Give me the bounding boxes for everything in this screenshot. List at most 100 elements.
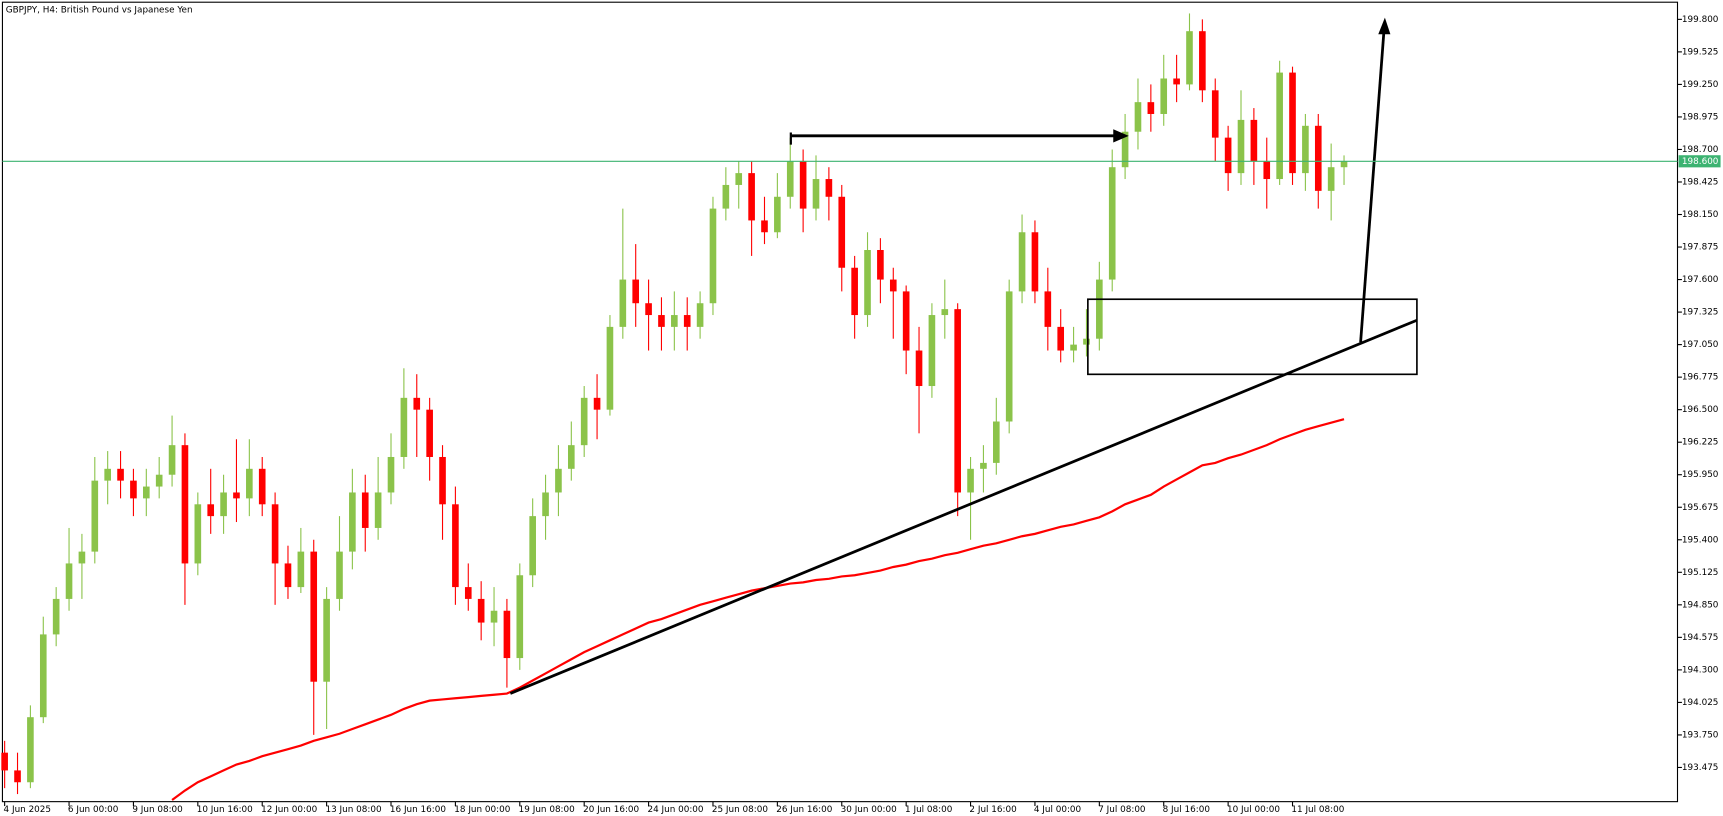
candle-body bbox=[928, 315, 936, 387]
x-tick-label: 18 Jun 00:00 bbox=[454, 805, 510, 815]
candle-body bbox=[902, 291, 910, 351]
y-tick-label: 199.525 bbox=[1682, 47, 1719, 57]
candle-body bbox=[413, 397, 421, 410]
x-tick-label: 12 Jun 00:00 bbox=[261, 805, 317, 815]
candle-body bbox=[812, 179, 820, 209]
x-tick-label: 13 Jun 08:00 bbox=[326, 805, 382, 815]
candle-body bbox=[439, 456, 446, 505]
candle-body bbox=[1199, 31, 1206, 91]
candle-body bbox=[774, 196, 781, 233]
y-tick-label: 194.575 bbox=[1682, 633, 1719, 643]
y-tick-label: 199.250 bbox=[1682, 80, 1719, 90]
candle-body bbox=[555, 468, 562, 493]
candle-body bbox=[696, 303, 704, 327]
candle-body bbox=[233, 492, 240, 499]
x-tick-label: 1 Jul 08:00 bbox=[905, 805, 953, 815]
candle-body bbox=[155, 474, 163, 487]
candle-body bbox=[761, 220, 768, 233]
trend-line bbox=[509, 318, 1418, 695]
candle-body bbox=[246, 468, 253, 499]
candle-body bbox=[915, 350, 923, 387]
candle-body bbox=[877, 249, 884, 280]
candle-body bbox=[1160, 78, 1168, 114]
candle-body bbox=[1263, 161, 1271, 180]
y-tick-label: 199.800 bbox=[1682, 15, 1719, 25]
candle-body bbox=[464, 587, 472, 599]
candle-body bbox=[39, 634, 47, 718]
candle-body bbox=[104, 468, 111, 481]
x-tick-label: 4 Jun 2025 bbox=[4, 805, 52, 815]
candle-body bbox=[851, 267, 858, 316]
candle-body bbox=[503, 610, 511, 659]
candle-body bbox=[1314, 125, 1322, 191]
candle-body bbox=[889, 279, 897, 292]
candle-body bbox=[14, 770, 21, 783]
candle-body bbox=[349, 492, 356, 552]
y-tick-label: 193.750 bbox=[1682, 730, 1719, 740]
y-tick-label: 197.050 bbox=[1682, 340, 1719, 350]
candle-body bbox=[1186, 31, 1193, 85]
candle-body bbox=[529, 516, 536, 576]
annotations bbox=[509, 17, 1418, 695]
candle-body bbox=[1173, 78, 1180, 85]
candle-body bbox=[52, 598, 60, 635]
candle-body bbox=[838, 196, 846, 268]
y-tick-label: 196.225 bbox=[1682, 438, 1719, 448]
candle-body bbox=[168, 445, 176, 475]
y-tick-label: 198.975 bbox=[1682, 112, 1719, 122]
candle-body bbox=[1108, 167, 1116, 280]
y-tick-label: 195.950 bbox=[1682, 470, 1719, 480]
candle-body bbox=[1302, 125, 1309, 174]
y-tick-label: 197.600 bbox=[1682, 275, 1719, 285]
candle-body bbox=[1070, 344, 1077, 351]
candle-body bbox=[619, 279, 627, 327]
candle-body bbox=[1250, 119, 1258, 162]
candle-body bbox=[323, 598, 330, 682]
candle-body bbox=[709, 208, 717, 304]
candle-body bbox=[207, 504, 215, 517]
candle-body bbox=[194, 504, 202, 564]
candle-body bbox=[645, 303, 652, 316]
plot-frame bbox=[1, 1, 1679, 803]
x-tick-label: 8 Jul 16:00 bbox=[1163, 805, 1211, 815]
x-tick-label: 2 Jul 16:00 bbox=[969, 805, 1017, 815]
candle-body bbox=[27, 717, 34, 783]
x-tick-label: 9 Jun 08:00 bbox=[132, 805, 183, 815]
candle-body bbox=[967, 468, 974, 493]
candle-body bbox=[1083, 338, 1090, 345]
x-tick-label: 24 Jun 00:00 bbox=[647, 805, 703, 815]
x-tick-label: 25 Jun 08:00 bbox=[712, 805, 768, 815]
candle-body bbox=[426, 409, 433, 457]
y-tick-label: 194.025 bbox=[1682, 698, 1719, 708]
candle-body bbox=[567, 445, 575, 469]
chart-title: GBPJPY, H4: British Pound vs Japanese Ye… bbox=[6, 5, 193, 15]
x-tick-label: 10 Jul 00:00 bbox=[1227, 805, 1280, 815]
arrow bbox=[1359, 33, 1386, 343]
candle-body bbox=[735, 173, 743, 185]
candle-body bbox=[91, 480, 99, 552]
x-tick-label: 30 Jun 00:00 bbox=[841, 805, 897, 815]
candle-body bbox=[606, 326, 614, 410]
candle-body bbox=[374, 492, 382, 528]
candle-body bbox=[632, 279, 640, 304]
candle-body bbox=[361, 492, 369, 528]
candle-body bbox=[992, 421, 1000, 463]
price-label-box bbox=[1678, 155, 1721, 168]
y-tick-label: 196.775 bbox=[1682, 373, 1719, 383]
candle-body bbox=[799, 161, 807, 209]
candle-body bbox=[593, 397, 601, 410]
y-tick-label: 194.300 bbox=[1682, 665, 1719, 675]
candle-body bbox=[1031, 232, 1039, 292]
candle-body bbox=[78, 551, 86, 564]
candle-body bbox=[1327, 167, 1335, 191]
candle-body bbox=[336, 551, 343, 599]
price-label: 198.600 bbox=[1682, 157, 1719, 167]
candle-body bbox=[941, 309, 949, 316]
candle-body bbox=[722, 184, 730, 209]
candle-body bbox=[1096, 279, 1103, 339]
x-tick-label: 16 Jun 16:00 bbox=[390, 805, 446, 815]
candle-body bbox=[1289, 72, 1296, 174]
x-tick-label: 11 Jul 08:00 bbox=[1291, 805, 1344, 815]
candle-body bbox=[284, 563, 292, 588]
moving-average bbox=[171, 418, 1345, 801]
